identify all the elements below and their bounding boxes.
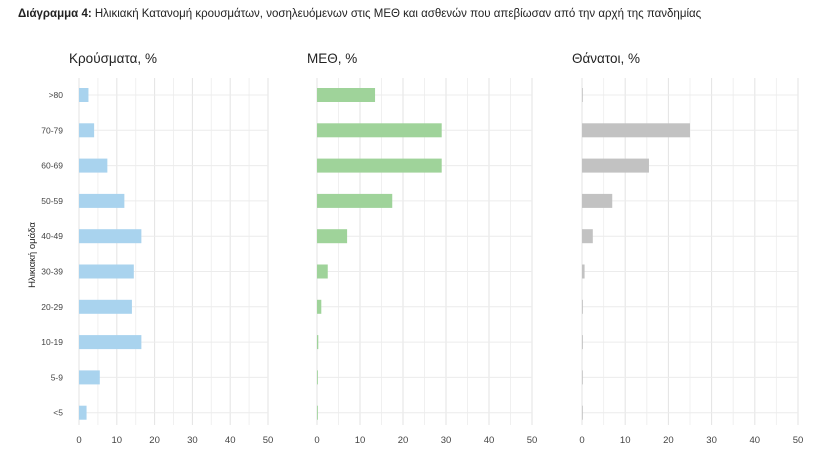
ytick-label-10-19: 10-19: [41, 337, 63, 347]
panel-3-bar-50-59: [582, 193, 613, 208]
panel-3-bar-30-39: [582, 264, 585, 279]
panel-3-xtick-label: 20: [663, 435, 674, 446]
ytick-label-lt5: <5: [53, 408, 63, 418]
panel-2-bar-5-9: [317, 370, 318, 385]
panel-2-bar-20-29: [317, 299, 322, 314]
ytick-label-5-9: 5-9: [51, 372, 64, 382]
panel-3-bar-5-9: [582, 370, 583, 385]
panel-2-xtick-label: 0: [314, 435, 319, 446]
panel-1-bar-30-39: [79, 264, 134, 279]
panel-2-xtick-label: 10: [355, 435, 366, 446]
panel-2-xtick-label: 40: [484, 435, 495, 446]
panel-3-bar-10-19: [582, 335, 583, 350]
panel-3-xtick-label: 10: [620, 435, 631, 446]
panel-1-xtick-label: 10: [112, 435, 123, 446]
panel-1-xtick-label: 0: [76, 435, 81, 446]
panel-1-title: Κρούσματα, %: [69, 51, 157, 66]
panel-1-bar-10-19: [79, 335, 142, 350]
panel-2-xtick-label: 30: [441, 435, 452, 446]
panel-1-bar-50-59: [79, 193, 125, 208]
panel-2-bar-70-79: [317, 123, 442, 138]
panel-3-bar-70-79: [582, 123, 690, 138]
panel-2-bar-10-19: [317, 335, 319, 350]
panel-1-bar-5-9: [79, 370, 100, 385]
panel-3-bar-60-69: [582, 158, 649, 173]
panel-2-bar-50-59: [317, 193, 393, 208]
panel-2-bar-40-49: [317, 229, 348, 244]
ytick-label-50-59: 50-59: [41, 196, 63, 206]
panel-3-bar-lt5: [582, 405, 583, 420]
panel-1-bar-lt5: [79, 405, 87, 420]
chart-title-text: Ηλικιακή Κατανομή κρουσμάτων, νοσηλευόμε…: [94, 8, 702, 20]
ytick-label-30-39: 30-39: [41, 267, 63, 277]
panel-1-bar-60-69: [79, 158, 108, 173]
panel-2-bar-30-39: [317, 264, 328, 279]
panel-3-xtick-label: 30: [706, 435, 717, 446]
panel-2-bar-60-69: [317, 158, 442, 173]
ytick-label-20-29: 20-29: [41, 302, 63, 312]
panel-2-bar-gt80: [317, 88, 376, 102]
ytick-label-70-79: 70-79: [41, 125, 63, 135]
panel-3-bar-20-29: [582, 299, 583, 314]
panel-3-bar-40-49: [582, 229, 593, 244]
panel-2-xtick-label: 20: [398, 435, 409, 446]
panel-3-bar-gt80: [582, 88, 583, 102]
panel-1-bar-40-49: [79, 229, 142, 244]
panel-3-xtick-label: 40: [750, 435, 761, 446]
y-axis-label: Ηλικιακή ομάδα: [27, 222, 38, 288]
panel-3-xtick-label: 50: [793, 435, 804, 446]
ytick-label-60-69: 60-69: [41, 161, 63, 171]
panel-1-bar-70-79: [79, 123, 95, 138]
panel-1-xtick-label: 50: [263, 435, 274, 446]
panel-1-xtick-label: 30: [187, 435, 198, 446]
ytick-label-gt80: >80: [49, 90, 64, 100]
ytick-label-40-49: 40-49: [41, 231, 63, 241]
chart-title-label: Διάγραμμα 4:: [18, 8, 92, 20]
panel-2-xtick-label: 50: [527, 435, 538, 446]
panel-3-title: Θάνατοι, %: [572, 51, 640, 66]
panel-2-bar-lt5: [317, 405, 318, 420]
panel-3-xtick-label: 0: [579, 435, 584, 446]
panel-1-xtick-label: 40: [225, 435, 236, 446]
panel-1-bar-20-29: [79, 299, 132, 314]
chart-title: Διάγραμμα 4: Ηλικιακή Κατανομή κρουσμάτω…: [18, 8, 701, 20]
panel-2-title: ΜΕΘ, %: [307, 51, 357, 66]
panel-1-bar-gt80: [79, 88, 89, 102]
panel-1-xtick-label: 20: [149, 435, 160, 446]
